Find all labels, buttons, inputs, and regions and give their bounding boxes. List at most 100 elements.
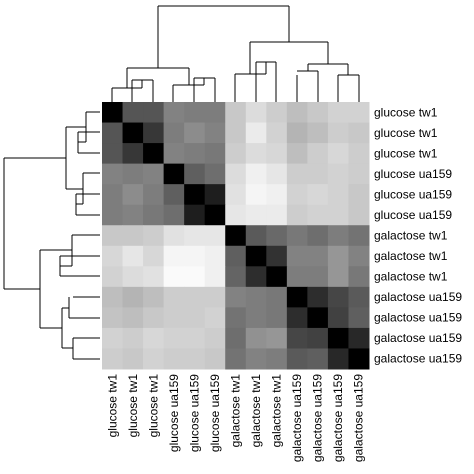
heatmap-cell-11-9 [286, 327, 308, 349]
heatmap-cell-1-6 [225, 122, 247, 144]
heatmap-cell-10-5 [204, 307, 226, 329]
heatmap-cell-4-5 [204, 184, 226, 206]
heatmap-cell-2-3 [163, 143, 185, 165]
column-label-10: galactose ua159 [311, 374, 325, 462]
column-label-0: glucose tw1 [105, 374, 119, 438]
heatmap-cell-10-11 [327, 307, 349, 329]
column-labels: glucose tw1 glucose tw1 glucose tw1 glucose… [105, 374, 365, 462]
heatmap-cell-8-0 [102, 266, 124, 288]
row-label-7: galactose tw1 [374, 249, 448, 263]
heatmap-cell-8-4 [184, 266, 206, 288]
heatmap-cell-12-10 [307, 348, 329, 370]
row-labels: glucose tw1 glucose tw1 glucose tw1 glucose… [374, 105, 462, 365]
heatmap-cell-10-7 [245, 307, 267, 329]
heatmap-cell-3-12 [348, 163, 370, 185]
heatmap-cell-5-6 [225, 204, 247, 226]
heatmap-cell-0-5 [204, 102, 226, 124]
heatmap-cell-2-11 [327, 143, 349, 165]
heatmap-cell-3-6 [225, 163, 247, 185]
row-label-2: glucose tw1 [374, 146, 438, 160]
heatmap-cell-6-7 [245, 225, 267, 247]
heatmap-cell-12-7 [245, 348, 267, 370]
heatmap-cell-8-11 [327, 266, 349, 288]
heatmap-cell-7-2 [143, 245, 165, 267]
heatmap-cell-11-0 [102, 327, 124, 349]
heatmap-cell-0-3 [163, 102, 185, 124]
heatmap-cell-1-8 [266, 122, 288, 144]
heatmap-cell-2-12 [348, 143, 370, 165]
heatmap-cell-12-2 [143, 348, 165, 370]
heatmap-cell-8-5 [204, 266, 226, 288]
row-label-6: galactose tw1 [374, 229, 448, 243]
heatmap-cell-6-6 [225, 225, 247, 247]
heatmap-cell-11-12 [348, 327, 370, 349]
heatmap-cell-0-0 [102, 102, 124, 124]
heatmap-cell-3-1 [122, 163, 144, 185]
heatmap-cell-11-5 [204, 327, 226, 349]
heatmap-cell-12-1 [122, 348, 144, 370]
heatmap-cell-4-11 [327, 184, 349, 206]
column-label-12: galactose ua159 [352, 374, 366, 462]
heatmap-cell-5-3 [163, 204, 185, 226]
heatmap-cell-10-6 [225, 307, 247, 329]
heatmap-cell-12-6 [225, 348, 247, 370]
heatmap-cell-2-9 [286, 143, 308, 165]
heatmap-cell-5-4 [184, 204, 206, 226]
heatmap-cell-10-0 [102, 307, 124, 329]
heatmap-cells [102, 102, 370, 370]
heatmap-cell-6-3 [163, 225, 185, 247]
heatmap-cell-4-7 [245, 184, 267, 206]
heatmap-cell-5-2 [143, 204, 165, 226]
heatmap-cell-0-9 [286, 102, 308, 124]
heatmap-cell-7-6 [225, 245, 247, 267]
column-label-5: glucose ua159 [208, 374, 222, 452]
heatmap-cell-1-12 [348, 122, 370, 144]
heatmap-cell-1-1 [122, 122, 144, 144]
heatmap-cell-9-0 [102, 286, 124, 308]
heatmap-cell-11-11 [327, 327, 349, 349]
heatmap-cell-9-3 [163, 286, 185, 308]
heatmap-cell-6-12 [348, 225, 370, 247]
heatmap-cell-11-4 [184, 327, 206, 349]
column-label-3: glucose ua159 [167, 374, 181, 452]
heatmap-cell-7-12 [348, 245, 370, 267]
heatmap-cell-3-5 [204, 163, 226, 185]
heatmap-cell-7-4 [184, 245, 206, 267]
heatmap-cell-5-10 [307, 204, 329, 226]
heatmap-cell-8-12 [348, 266, 370, 288]
heatmap-cell-2-6 [225, 143, 247, 165]
heatmap-cell-4-6 [225, 184, 247, 206]
heatmap-cell-1-5 [204, 122, 226, 144]
heatmap-cell-2-1 [122, 143, 144, 165]
heatmap-cell-9-10 [307, 286, 329, 308]
heatmap-cell-12-3 [163, 348, 185, 370]
heatmap-cell-0-7 [245, 102, 267, 124]
heatmap-cell-7-11 [327, 245, 349, 267]
heatmap-cell-7-3 [163, 245, 185, 267]
heatmap-cell-6-8 [266, 225, 288, 247]
heatmap-cell-12-12 [348, 348, 370, 370]
heatmap-cell-11-6 [225, 327, 247, 349]
heatmap-cell-6-11 [327, 225, 349, 247]
column-label-11: galactose ua159 [331, 374, 345, 462]
heatmap-cell-4-2 [143, 184, 165, 206]
heatmap-cell-4-12 [348, 184, 370, 206]
heatmap-cell-4-9 [286, 184, 308, 206]
heatmap-cell-0-4 [184, 102, 206, 124]
heatmap-cell-7-7 [245, 245, 267, 267]
heatmap-cell-6-0 [102, 225, 124, 247]
column-dendrogram-lines [111, 5, 360, 102]
heatmap-cell-12-9 [286, 348, 308, 370]
heatmap-cell-8-2 [143, 266, 165, 288]
heatmap-cell-2-8 [266, 143, 288, 165]
heatmap-cell-12-11 [327, 348, 349, 370]
heatmap-cell-4-8 [266, 184, 288, 206]
heatmap-cell-3-7 [245, 163, 267, 185]
heatmap-cell-9-2 [143, 286, 165, 308]
heatmap-cell-1-0 [102, 122, 124, 144]
heatmap-cell-7-10 [307, 245, 329, 267]
heatmap-cell-8-1 [122, 266, 144, 288]
heatmap-cell-9-5 [204, 286, 226, 308]
heatmap-cell-3-9 [286, 163, 308, 185]
